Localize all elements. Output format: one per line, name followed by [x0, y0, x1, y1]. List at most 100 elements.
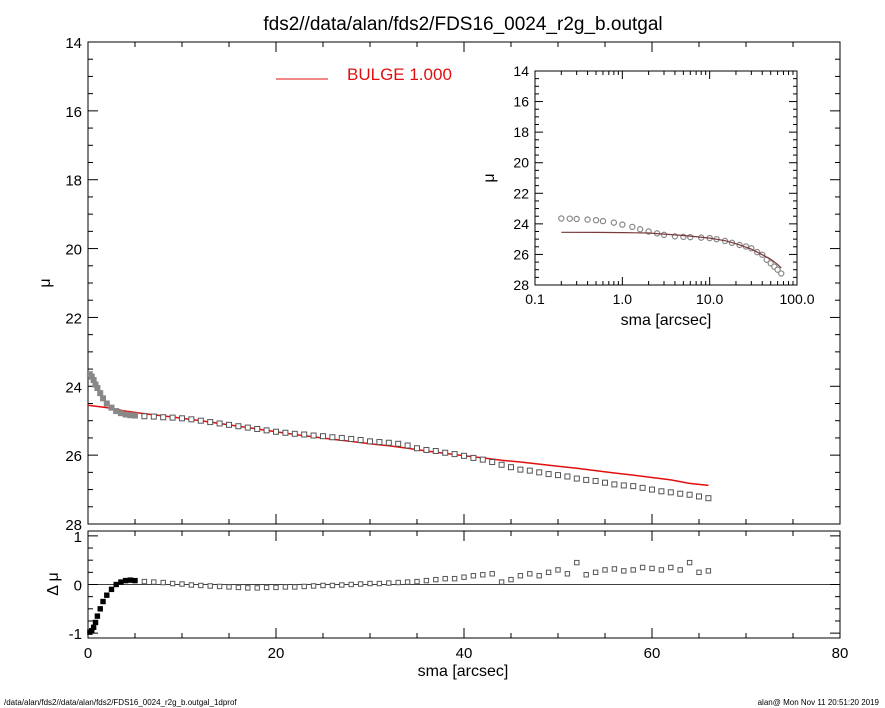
main-data-point — [235, 423, 242, 430]
residual-y-tick-label: 0 — [74, 578, 82, 595]
residual-data-point — [508, 576, 514, 583]
main-data-point — [263, 427, 270, 434]
residual-data-point — [639, 564, 646, 571]
inset-y-tick-label: 24 — [513, 216, 529, 232]
inset-series — [558, 215, 785, 277]
residual-data-point — [226, 584, 232, 590]
residual-data-point — [658, 567, 665, 573]
residual-data-point — [122, 577, 129, 584]
residual-data-point — [451, 575, 458, 582]
main-data-point — [301, 431, 308, 438]
residual-data-point — [592, 569, 599, 576]
main-data-point — [310, 432, 317, 439]
residual-data-point — [527, 571, 533, 577]
main-data-point — [545, 471, 552, 478]
main-data-point — [150, 413, 157, 420]
inset-y-tick-label: 14 — [513, 63, 529, 79]
inset-x-tick-label: 10.0 — [696, 291, 723, 307]
residual-data-point — [94, 613, 101, 619]
main-data-point — [705, 495, 712, 502]
inset-tick-labels: 14 16 18 20 22 24 26 280.1 1.0 10.0 100.0 — [513, 63, 814, 307]
residual-data-point — [339, 582, 345, 588]
residual-data-point — [705, 568, 712, 574]
residual-series — [87, 559, 712, 635]
x-tick-label: 40 — [456, 645, 473, 662]
residual-data-point — [198, 582, 204, 589]
residual-axis-ticks — [87, 531, 841, 638]
residual-data-point — [282, 584, 289, 590]
main-data-point — [470, 454, 477, 461]
residual-data-point — [668, 564, 674, 571]
x-tick-label: 80 — [832, 645, 849, 662]
residual-data-point — [583, 572, 589, 578]
main-data-point — [376, 439, 383, 446]
residual-data-point — [113, 581, 119, 588]
inset-data-point — [599, 217, 607, 225]
inset-y-tick-label: 16 — [513, 94, 529, 110]
residual-data-point — [536, 573, 542, 579]
residual-data-point — [517, 573, 524, 579]
residual-data-point — [263, 584, 270, 591]
inset-data-point — [687, 233, 694, 241]
residual-data-point — [498, 579, 505, 585]
residual-data-point — [611, 566, 618, 572]
main-data-point — [536, 469, 543, 476]
residual-data-point — [376, 580, 383, 587]
inset-axis-ticks — [534, 70, 797, 286]
residual-data-point — [118, 579, 124, 585]
main-data-point — [686, 491, 693, 498]
main-data-point — [620, 482, 627, 489]
residual-data-point — [414, 578, 420, 585]
main-data-point — [169, 414, 176, 421]
main-y-tick-label: 16 — [65, 104, 82, 121]
main-data-point — [282, 429, 289, 436]
residual-data-point — [320, 582, 326, 589]
residual-data-point — [108, 586, 115, 593]
footer-left: /data/alan/fds2//data/alan/fds2/FDS16_00… — [4, 698, 237, 707]
main-y-tick-label: 22 — [65, 310, 82, 327]
main-data-point — [244, 424, 251, 431]
residual-data-point — [329, 582, 336, 589]
inset-y-tick-label: 26 — [513, 246, 529, 262]
main-data-point — [367, 438, 373, 445]
residual-data-point — [677, 567, 683, 573]
main-data-point — [94, 385, 101, 392]
main-data-point — [108, 404, 115, 411]
inset-log-panel: 14 16 18 20 22 24 26 280.1 1.0 10.0 100.0 μ sma [a… — [481, 63, 815, 329]
residual-data-point — [245, 585, 251, 591]
main-data-point — [564, 473, 571, 480]
main-series — [86, 371, 712, 502]
residual-data-point — [188, 582, 195, 588]
inset-y-tick-label: 22 — [513, 185, 529, 201]
residual-data-point — [100, 598, 106, 605]
inset-x-tick-label: 1.0 — [613, 291, 633, 307]
main-y-tick-label: 18 — [65, 173, 82, 190]
main-data-point — [291, 430, 298, 437]
inset-x-tick-label: 100.0 — [779, 291, 814, 307]
residual-data-point — [207, 583, 213, 589]
main-y-tick-label: 24 — [65, 379, 82, 396]
residual-data-point — [395, 579, 401, 586]
figure-title: fds2//data/alan/fds2/FDS16_0024_r2g_b.ou… — [263, 14, 662, 35]
main-y-axis-label: μ — [37, 278, 54, 287]
inset-data-point — [584, 216, 591, 223]
main-data-point — [555, 472, 561, 479]
inset-x-axis-label: sma [arcsec] — [621, 312, 712, 329]
main-data-point — [508, 464, 514, 471]
x-tick-label: 20 — [268, 645, 285, 662]
residual-data-point — [127, 577, 134, 583]
x-axis-label: sma [arcsec] — [418, 663, 509, 680]
residual-data-point — [310, 583, 317, 589]
residual-data-point — [97, 606, 103, 612]
residual-y-axis-label: Δ μ — [45, 572, 62, 595]
main-data-point — [197, 417, 204, 424]
inset-data-point — [558, 215, 565, 222]
inset-data-point — [778, 270, 785, 277]
main-y-tick-label: 28 — [65, 517, 82, 534]
main-data-point — [254, 425, 261, 432]
main-data-point — [100, 395, 107, 402]
inset-y-tick-label: 18 — [513, 124, 529, 140]
residual-data-point — [216, 583, 223, 590]
